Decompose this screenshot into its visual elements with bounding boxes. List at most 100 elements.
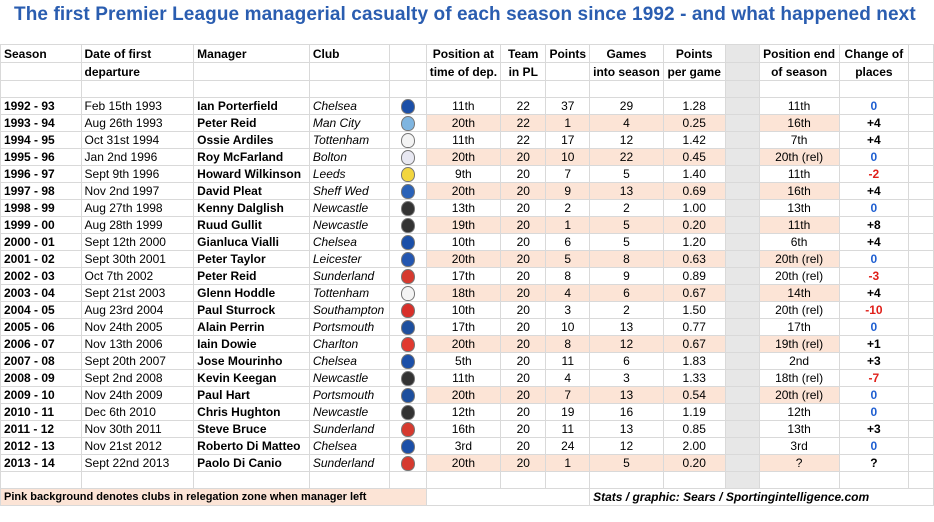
- club-cell: Chelsea: [308, 233, 390, 251]
- club-crest-icon: [400, 438, 415, 454]
- departure-date-cell: Aug 26th 1993: [80, 114, 195, 132]
- position-cell: 10th: [425, 233, 502, 251]
- blank-cell: [908, 233, 934, 251]
- departure-date-cell: Nov 30th 2011: [80, 420, 195, 438]
- end-position-cell: 3rd: [758, 437, 840, 455]
- spacer-cell: [724, 148, 760, 166]
- position-cell: 5th: [425, 352, 502, 370]
- spacer-cell: [724, 352, 760, 370]
- end-position-cell: 20th (rel): [758, 148, 840, 166]
- club-crest-icon: [400, 285, 415, 301]
- games-cell: 9: [589, 267, 664, 285]
- position-cell: 20th: [425, 182, 502, 200]
- team-count-cell: 20: [500, 250, 547, 268]
- manager-cell: Roberto Di Matteo: [193, 437, 310, 455]
- club-cell: Man City: [308, 114, 390, 132]
- games-cell: 13: [589, 318, 664, 336]
- ppg-cell: 0.63: [662, 250, 726, 268]
- header-ppg: Points: [662, 44, 726, 63]
- change-cell: +4: [838, 182, 910, 200]
- points-cell: 1: [545, 216, 591, 234]
- club-crest-icon: [400, 234, 415, 250]
- position-cell: 3rd: [425, 437, 502, 455]
- season-cell: 1996 - 97: [0, 165, 82, 183]
- points-cell: 3: [545, 301, 591, 319]
- change-cell: 0: [838, 250, 910, 268]
- games-cell: 29: [589, 97, 664, 115]
- ppg-cell: 1.50: [662, 301, 726, 319]
- departure-date-cell: Aug 23rd 2004: [80, 301, 195, 319]
- season-cell: 2010 - 11: [0, 403, 82, 421]
- table-row: 2011 - 12 Nov 30th 2011 Steve Bruce Sunderl…: [0, 420, 934, 438]
- blank-cell: [908, 318, 934, 336]
- position-cell: 11th: [425, 97, 502, 115]
- manager-cell: Kenny Dalglish: [193, 199, 310, 217]
- departure-date-cell: Jan 2nd 1996: [80, 148, 195, 166]
- ppg-cell: 1.19: [662, 403, 726, 421]
- club-crest-icon: [400, 387, 415, 403]
- manager-cell: Roy McFarland: [193, 148, 310, 166]
- manager-cell: Paolo Di Canio: [193, 454, 310, 472]
- points-cell: 10: [545, 318, 591, 336]
- departure-date-cell: Aug 27th 1998: [80, 199, 195, 217]
- end-position-cell: 12th: [758, 403, 840, 421]
- season-cell: 2013 - 14: [0, 454, 82, 472]
- header-ppg-line2: per game: [662, 62, 726, 81]
- points-cell: 9: [545, 182, 591, 200]
- blank-cell: [908, 250, 934, 268]
- table-row: 1995 - 96 Jan 2nd 1996 Roy McFarland Bolton…: [0, 148, 934, 166]
- games-cell: 5: [589, 454, 664, 472]
- end-position-cell: 13th: [758, 420, 840, 438]
- manager-cell: Peter Taylor: [193, 250, 310, 268]
- spacer-cell: [724, 369, 760, 387]
- position-cell: 13th: [425, 199, 502, 217]
- manager-cell: Glenn Hoddle: [193, 284, 310, 302]
- table-row: 2000 - 01 Sept 12th 2000 Gianluca Vialli Ch…: [0, 233, 934, 251]
- spacer-cell: [724, 403, 760, 421]
- club-crest-icon: [400, 217, 415, 233]
- header-date: Date of first: [80, 44, 195, 63]
- club-cell: Chelsea: [308, 352, 390, 370]
- team-count-cell: 20: [500, 318, 547, 336]
- season-cell: 2007 - 08: [0, 352, 82, 370]
- games-cell: 12: [589, 131, 664, 149]
- team-count-cell: 20: [500, 454, 547, 472]
- team-count-cell: 20: [500, 233, 547, 251]
- manager-cell: Steve Bruce: [193, 420, 310, 438]
- games-cell: 12: [589, 437, 664, 455]
- table-row: 2003 - 04 Sept 21st 2003 Glenn Hoddle Totte…: [0, 284, 934, 302]
- change-cell: -10: [838, 301, 910, 319]
- ppg-cell: 1.00: [662, 199, 726, 217]
- season-cell: 1999 - 00: [0, 216, 82, 234]
- blank-cell: [908, 148, 934, 166]
- table-row: 2007 - 08 Sept 20th 2007 Jose Mourinho Chel…: [0, 352, 934, 370]
- games-cell: 13: [589, 386, 664, 404]
- club-cell: Bolton: [308, 148, 390, 166]
- club-cell: Tottenham: [308, 131, 390, 149]
- change-cell: -3: [838, 267, 910, 285]
- position-cell: 19th: [425, 216, 502, 234]
- change-cell: 0: [838, 148, 910, 166]
- departure-date-cell: Oct 7th 2002: [80, 267, 195, 285]
- change-cell: +1: [838, 335, 910, 353]
- points-cell: 1: [545, 454, 591, 472]
- club-cell: Sunderland: [308, 420, 390, 438]
- spacer-cell: [724, 318, 760, 336]
- manager-cell: Kevin Keegan: [193, 369, 310, 387]
- end-position-cell: 2nd: [758, 352, 840, 370]
- header-end-position: Position end: [758, 44, 840, 63]
- team-count-cell: 20: [500, 301, 547, 319]
- spacer-row: [0, 471, 934, 489]
- club-crest-icon: [400, 115, 415, 131]
- points-cell: 2: [545, 199, 591, 217]
- club-crest-icon: [400, 353, 415, 369]
- club-cell: Newcastle: [308, 369, 390, 387]
- departure-date-cell: Dec 6th 2010: [80, 403, 195, 421]
- change-cell: -2: [838, 165, 910, 183]
- team-count-cell: 20: [500, 216, 547, 234]
- points-cell: 7: [545, 386, 591, 404]
- manager-cell: David Pleat: [193, 182, 310, 200]
- club-cell: Sheff Wed: [308, 182, 390, 200]
- table-row: 2009 - 10 Nov 24th 2009 Paul Hart Portsmout…: [0, 386, 934, 404]
- spacer-cell: [724, 199, 760, 217]
